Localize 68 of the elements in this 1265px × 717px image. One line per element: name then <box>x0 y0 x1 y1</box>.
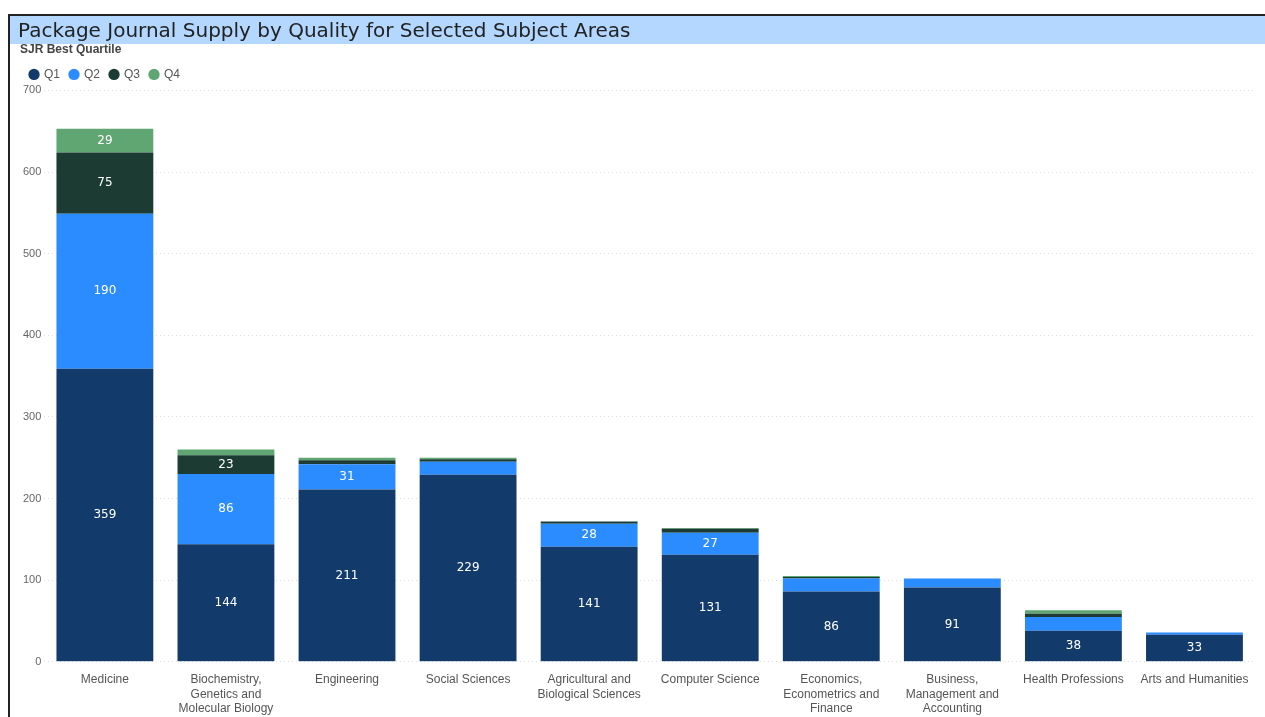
data-label: 211 <box>335 567 359 582</box>
bar <box>56 368 154 662</box>
bar <box>903 578 1001 588</box>
y-tick-label: 400 <box>22 328 42 341</box>
bar <box>661 554 759 662</box>
legend-title: SJR Best Quartile <box>20 42 122 57</box>
bar <box>1146 634 1243 662</box>
data-label: 141 <box>577 596 601 611</box>
x-tick-label: Agricultural and Biological Sciences <box>537 672 641 701</box>
x-tick-label: Economics, Econometrics and Finance <box>783 672 880 716</box>
x-tick-label: Engineering <box>314 672 380 687</box>
x-tick-label: Health Professions <box>1023 672 1124 687</box>
data-label: 144 <box>214 594 238 609</box>
data-label: 229 <box>456 560 480 575</box>
x-tick-label: Social Sciences <box>425 672 511 687</box>
bar <box>298 460 396 465</box>
data-label: 38 <box>1065 638 1082 653</box>
bar <box>661 528 759 533</box>
data-label: 23 <box>218 456 234 471</box>
bar <box>177 474 275 545</box>
bar <box>540 546 638 662</box>
bar <box>540 521 638 524</box>
bar <box>56 213 154 369</box>
bar <box>903 587 1001 662</box>
bar <box>298 464 396 490</box>
data-label: 86 <box>823 618 839 633</box>
y-tick-label: 200 <box>22 491 42 504</box>
bar <box>1024 616 1122 631</box>
data-label: 91 <box>944 616 960 631</box>
bar <box>661 532 759 555</box>
bar <box>540 523 638 547</box>
legend-label: Q2 <box>84 66 101 81</box>
data-label: 75 <box>97 175 113 190</box>
data-label: 27 <box>702 535 718 550</box>
x-tick-label: Business, Management and Accounting <box>905 672 1000 716</box>
x-tick-label: Biochemistry, Genetics and Molecular Biology <box>178 672 274 716</box>
y-tick-label: 500 <box>22 246 42 259</box>
legend-label: Q1 <box>44 66 61 81</box>
chart-title: Package Journal Supply by Quality for Selected Subject Areas <box>10 16 1265 44</box>
y-tick-label: 300 <box>22 409 42 422</box>
data-label: 28 <box>581 527 597 542</box>
legend-label: Q4 <box>164 66 181 81</box>
bar <box>298 489 396 662</box>
data-label: 86 <box>218 501 234 516</box>
legend-label: Q3 <box>124 66 141 81</box>
y-tick-label: 700 <box>22 83 42 96</box>
x-tick-label: Medicine <box>80 672 130 687</box>
bar <box>177 455 275 475</box>
bar <box>419 474 517 662</box>
data-label: 31 <box>339 469 355 484</box>
bar <box>56 152 154 214</box>
x-tick-label: Computer Science <box>660 672 760 687</box>
bar <box>177 544 275 662</box>
data-label: 359 <box>93 507 117 522</box>
y-tick-label: 600 <box>22 165 42 178</box>
y-tick-label: 100 <box>22 573 42 586</box>
data-label: 29 <box>97 132 113 147</box>
bar <box>56 128 154 153</box>
x-tick-label: Arts and Humanities <box>1140 672 1249 687</box>
data-label: 190 <box>93 283 117 298</box>
bar <box>782 591 880 662</box>
bar <box>1024 630 1122 662</box>
data-label: 131 <box>698 600 722 615</box>
y-tick-label: 0 <box>35 654 42 667</box>
bar <box>1146 632 1243 635</box>
bar <box>419 461 517 475</box>
bar <box>782 578 880 592</box>
data-label: 33 <box>1186 640 1203 655</box>
